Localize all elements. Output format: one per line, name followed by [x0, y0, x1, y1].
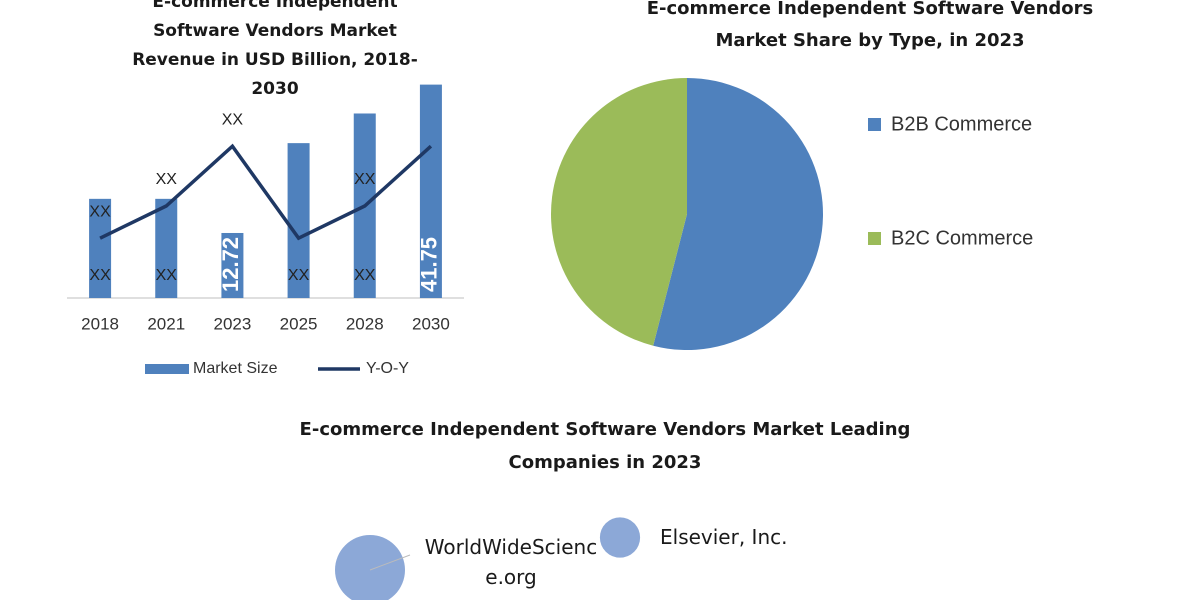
line-value-label: XX [156, 171, 178, 188]
chart-title: E-commerce Independent Software Vendors … [299, 419, 911, 473]
bar-value-label: 12.72 [218, 237, 243, 292]
bubble-label: WorldWideScience.org [424, 535, 598, 589]
bubble-label: Elsevier, Inc. [660, 524, 788, 549]
chart-title-box: E-commerce Independent Software Vendors … [132, 0, 418, 99]
bar [89, 198, 112, 298]
x-tick-label: 2018 [81, 314, 119, 333]
x-tick-label: 2028 [346, 314, 384, 333]
x-tick-label: 2021 [147, 314, 185, 333]
chart-title: E-commerce Independent Software Vendors … [646, 0, 1094, 51]
legend-label: B2B Commerce [891, 113, 1032, 135]
bubble [599, 517, 641, 558]
chart-title-box: E-commerce Independent Software Vendors … [299, 419, 911, 473]
bubble-label-box: Elsevier, Inc. [660, 524, 788, 549]
pie-slice [551, 78, 687, 346]
legend-label: Market Size [193, 360, 278, 377]
bar-value-label: XX [354, 267, 376, 284]
bar [287, 143, 310, 298]
chart-title-box: E-commerce Independent Software Vendors … [646, 0, 1094, 51]
x-tick-label: 2030 [412, 314, 450, 333]
bar [155, 198, 178, 298]
line-value-label: XX [222, 111, 244, 128]
legend-label: B2C Commerce [891, 227, 1033, 249]
line-value-label: XX [354, 171, 376, 188]
legend-swatch [868, 232, 881, 245]
bar-value-label: 41.75 [417, 237, 442, 292]
line-value-label: XX [89, 203, 111, 220]
x-tick-label: 2023 [214, 314, 252, 333]
chart-title: E-commerce Independent Software Vendors … [132, 0, 418, 99]
bar-value-label: XX [156, 267, 178, 284]
line [99, 143, 433, 241]
bar-value-label: XX [288, 267, 310, 284]
bubble [335, 535, 405, 600]
bar [419, 84, 442, 298]
legend-swatch [145, 364, 189, 374]
bar-value-label: XX [89, 267, 111, 284]
legend-swatch [868, 118, 881, 131]
bar [221, 232, 244, 298]
legend-label: Y-O-Y [366, 360, 409, 377]
x-tick-label: 2025 [280, 314, 318, 333]
bubble-label-box: WorldWideScience.org [424, 535, 598, 589]
pie-slice [653, 78, 824, 350]
leader-line [369, 554, 411, 571]
